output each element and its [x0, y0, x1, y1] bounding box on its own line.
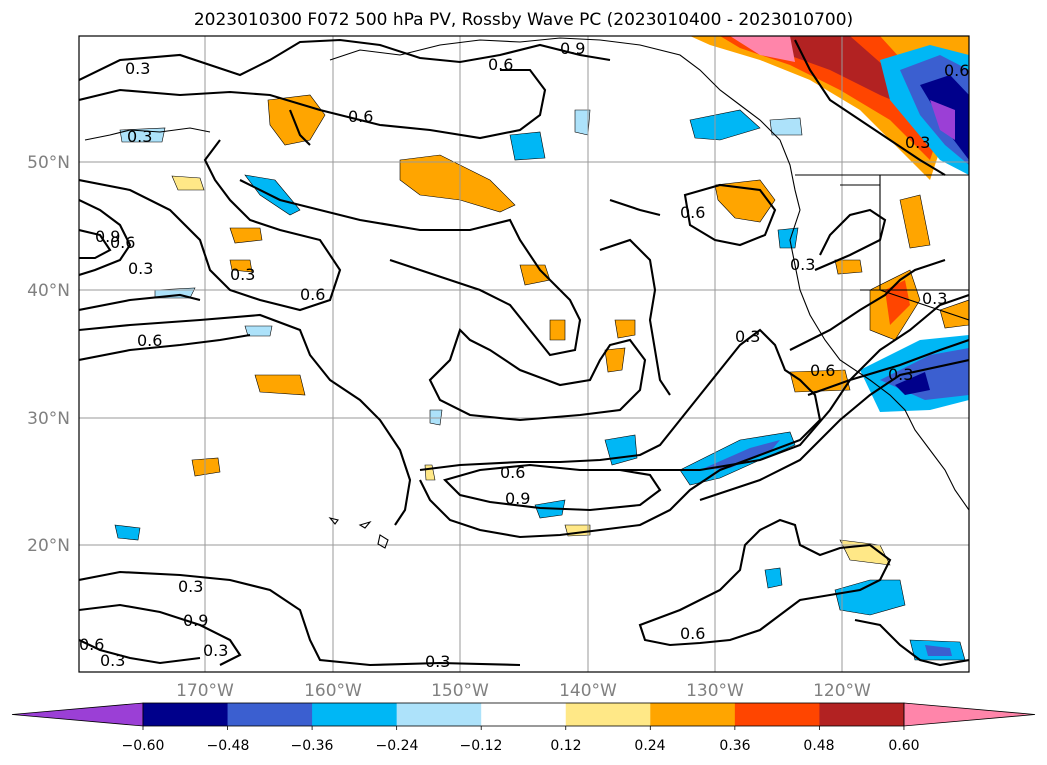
colorbar-tick-label: −0.24: [376, 738, 419, 754]
lon-tick-label: 160°W: [304, 681, 362, 701]
colorbar-segment: [396, 703, 482, 726]
contour-label: 0.6: [110, 233, 135, 252]
lat-tick-label: 30°N: [27, 409, 70, 429]
colorbar: [11, 702, 1036, 730]
contour-label: 0.3: [128, 259, 153, 278]
lat-tick-label: 50°N: [27, 153, 70, 173]
colorbar-segment: [734, 703, 820, 726]
contour-label: 0.9: [505, 489, 530, 508]
contour-label: 0.6: [348, 107, 373, 126]
contour-label: 0.6: [137, 331, 162, 350]
contour-label: 0.3: [790, 255, 815, 274]
contour-label: 0.9: [560, 39, 585, 58]
colorbar-tick-label: 0.60: [888, 738, 919, 754]
contour-label: 0.3: [127, 127, 152, 146]
colorbar-extend-low: [11, 702, 144, 727]
colorbar-segment: [650, 703, 736, 726]
lon-tick-label: 130°W: [686, 681, 744, 701]
lon-tick-label: 150°W: [431, 681, 489, 701]
contour-label: 0.3: [905, 133, 930, 152]
lat-tick-label: 40°N: [27, 281, 70, 301]
contour-label: 0.3: [425, 652, 450, 671]
contour-label: 0.6: [680, 624, 705, 643]
colorbar-tick-label: 0.12: [550, 738, 581, 754]
contour-labels: 0.3 0.6 0.9 0.6 0.3 0.6 0.9 0.6 0.6 0.3 …: [79, 39, 969, 671]
positive-anomaly-max: [735, 36, 915, 110]
map-frame: [78, 35, 970, 673]
contour-label: 0.6: [500, 463, 525, 482]
contour-label: 0.3: [178, 577, 203, 596]
contour-label: 0.6: [810, 361, 835, 380]
colorbar-segment: [481, 703, 567, 726]
lon-tick-label: 140°W: [559, 681, 617, 701]
colorbar-tick-label: −0.12: [460, 738, 503, 754]
contour-label: 0.6: [944, 61, 969, 80]
colorbar-tick-labels: −0.60 −0.48 −0.36 −0.24 −0.12 0.12 0.24 …: [122, 738, 920, 754]
coastlines: [84, 37, 969, 549]
contour-label: 0.9: [183, 611, 208, 630]
colorbar-extend-high: [903, 702, 1036, 727]
contour-label: 0.3: [100, 651, 125, 670]
contour-label: 0.3: [230, 265, 255, 284]
contour-label: 0.3: [922, 289, 947, 308]
colorbar-tick-label: 0.24: [634, 738, 665, 754]
positive-anomaly-blob: [399, 154, 516, 213]
contour-label: 0.9: [95, 227, 120, 246]
contour-label: 0.3: [888, 365, 913, 384]
colorbar-segment: [312, 703, 398, 726]
colorbar-tick-label: −0.36: [291, 738, 334, 754]
colorbar-segment: [227, 703, 313, 726]
contour-label: 0.6: [79, 635, 104, 654]
contour-label: 0.3: [735, 327, 760, 346]
colorbar-segment: [565, 703, 651, 726]
contour-label: 0.6: [300, 285, 325, 304]
map-title: 2023010300 F072 500 hPa PV, Rossby Wave …: [193, 10, 854, 30]
contour-label: 0.3: [125, 59, 150, 78]
colorbar-tick-label: −0.48: [207, 738, 250, 754]
colorbar-tick-label: −0.60: [122, 738, 165, 754]
lon-tick-label: 120°W: [813, 681, 871, 701]
contour-label: 0.6: [488, 55, 513, 74]
colorbar-segment: [143, 703, 229, 726]
pv-contours: [79, 38, 969, 667]
lon-tick-labels: 170°W 160°W 150°W 140°W 130°W 120°W: [176, 681, 871, 701]
lat-tick-labels: 50°N 40°N 30°N 20°N: [27, 153, 70, 556]
positive-anomaly-peak: [730, 36, 795, 62]
colorbar-segment: [819, 703, 905, 726]
contour-label: 0.6: [680, 203, 705, 222]
lat-tick-label: 20°N: [27, 536, 70, 556]
colorbar-tick-label: 0.36: [719, 738, 750, 754]
lon-tick-label: 170°W: [176, 681, 234, 701]
colorbar-tick-label: 0.48: [803, 738, 834, 754]
contour-label: 0.3: [203, 641, 228, 660]
colorbar-outline: [142, 702, 905, 727]
map-plot-area: 0.3 0.6 0.9 0.6 0.3 0.6 0.9 0.6 0.6 0.3 …: [78, 35, 970, 673]
